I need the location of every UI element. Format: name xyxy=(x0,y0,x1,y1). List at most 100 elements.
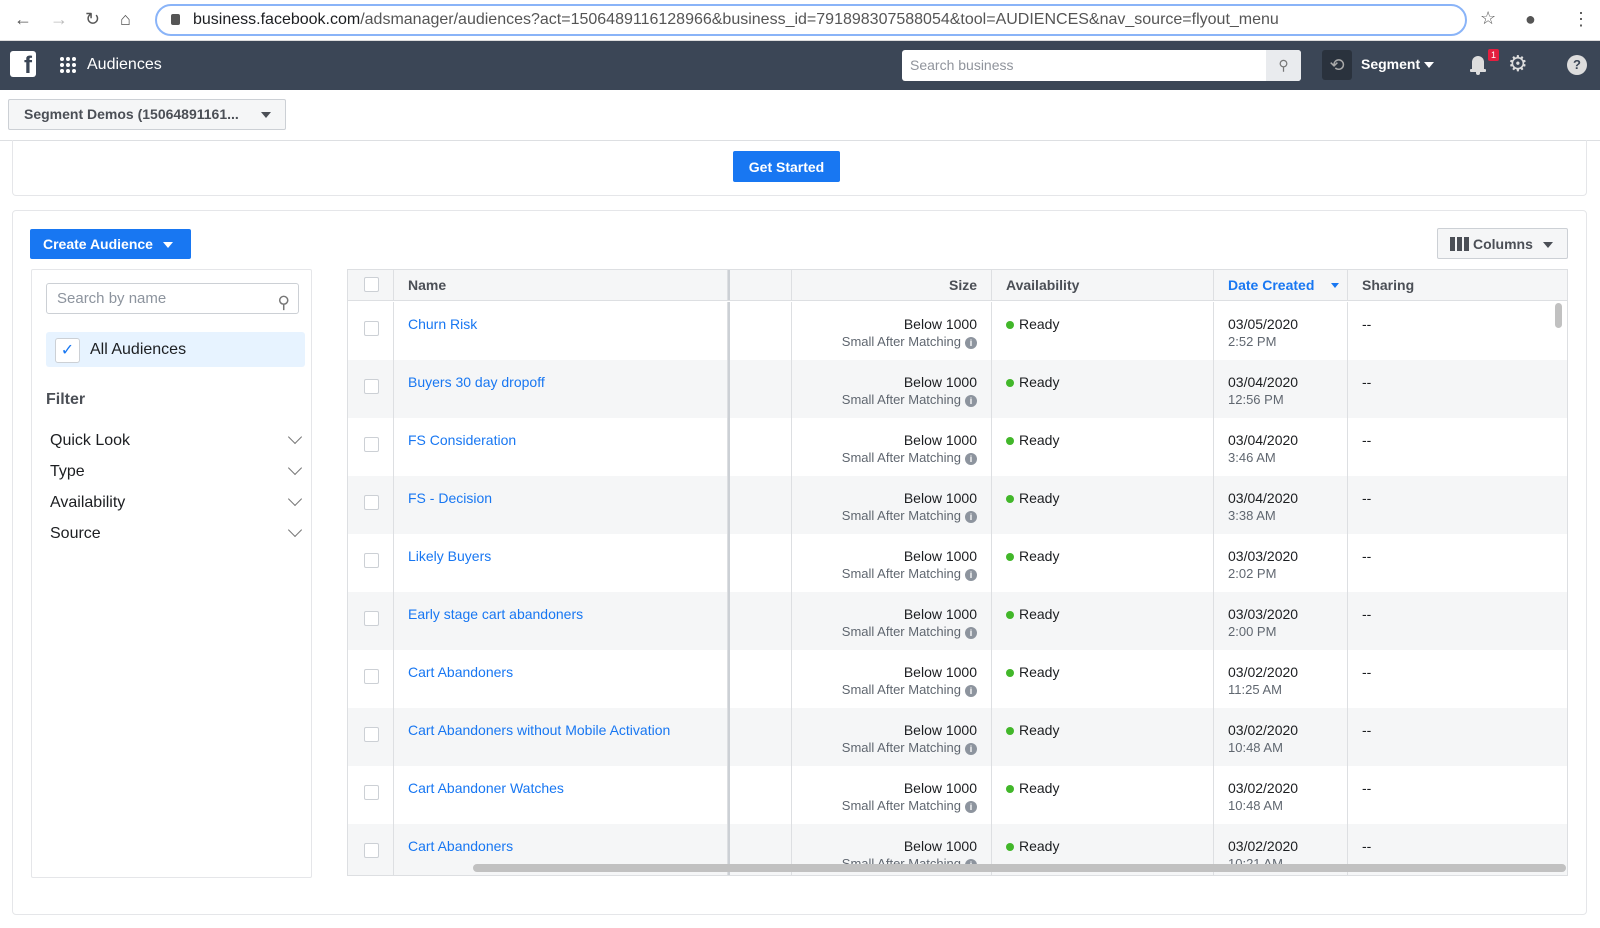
app-title: Audiences xyxy=(87,56,162,73)
availability-cell: Ready xyxy=(992,592,1214,650)
sharing-value: -- xyxy=(1362,490,1372,506)
info-icon[interactable]: i xyxy=(965,569,977,581)
create-audience-button[interactable]: Create Audience xyxy=(30,229,191,259)
audience-name-link[interactable]: Cart Abandoners without Mobile Activatio… xyxy=(408,722,671,738)
search-business-input[interactable]: Search business ⚲ xyxy=(902,50,1301,81)
row-checkbox[interactable] xyxy=(364,379,379,394)
column-header-sharing[interactable]: Sharing xyxy=(1362,277,1415,293)
row-checkbox[interactable] xyxy=(364,785,379,800)
time-created: 12:56 PM xyxy=(1228,392,1284,407)
row-checkbox[interactable] xyxy=(364,843,379,858)
audience-name-link[interactable]: Early stage cart abandoners xyxy=(408,606,584,622)
menu-icon[interactable]: ⋮ xyxy=(1572,9,1590,29)
checkbox-checked[interactable]: ✓ xyxy=(55,338,80,363)
profile-avatar[interactable]: ● xyxy=(1525,9,1536,29)
sharing-cell: -- xyxy=(1348,824,1567,875)
sharing-value: -- xyxy=(1362,548,1372,564)
info-icon[interactable]: i xyxy=(965,801,977,813)
audience-name-link[interactable]: Likely Buyers xyxy=(408,548,492,564)
name-cell: Cart Abandoners without Mobile Activatio… xyxy=(394,708,728,766)
vertical-scrollbar[interactable] xyxy=(1555,303,1562,328)
audience-name-link[interactable]: Churn Risk xyxy=(408,316,478,332)
row-checkbox[interactable] xyxy=(364,495,379,510)
audience-name-link[interactable]: Buyers 30 day dropoff xyxy=(408,374,545,390)
home-icon[interactable]: ⌂ xyxy=(120,9,131,29)
caret-down-icon xyxy=(261,112,271,118)
name-cell: Early stage cart abandoners xyxy=(394,592,728,650)
search-icon[interactable]: ⚲ xyxy=(1266,50,1301,81)
sharing-cell: -- xyxy=(1348,592,1567,650)
gear-icon[interactable]: ⚙ xyxy=(1508,51,1528,76)
row-checkbox[interactable] xyxy=(364,321,379,336)
star-icon[interactable]: ☆ xyxy=(1480,8,1497,28)
row-checkbox[interactable] xyxy=(364,553,379,568)
select-all-checkbox[interactable] xyxy=(364,277,379,292)
size-note: Small After Matching i xyxy=(842,334,977,349)
filter-type[interactable]: Type xyxy=(50,460,303,481)
forward-icon[interactable]: → xyxy=(50,9,68,29)
filter-availability[interactable]: Availability xyxy=(50,491,303,512)
audience-name-link[interactable]: Cart Abandoners xyxy=(408,664,514,680)
filter-quick-look[interactable]: Quick Look xyxy=(50,429,303,450)
search-icon: ⚲ xyxy=(277,293,290,312)
info-icon[interactable]: i xyxy=(965,395,977,407)
address-bar[interactable]: business.facebook.com/adsmanager/audienc… xyxy=(155,4,1467,36)
table-header: Name Size Availability Date Created Shar… xyxy=(348,270,1567,301)
row-checkbox[interactable] xyxy=(364,669,379,684)
row-checkbox[interactable] xyxy=(364,611,379,626)
chevron-down-icon xyxy=(287,491,303,507)
date-created-label: Date Created xyxy=(1228,277,1315,293)
search-by-name-input[interactable]: Search by name ⚲ xyxy=(46,283,299,314)
column-header-availability[interactable]: Availability xyxy=(992,270,1214,300)
facebook-logo-icon[interactable]: f xyxy=(10,51,36,77)
size-note-text: Small After Matching xyxy=(841,508,961,523)
name-cell: FS Consideration xyxy=(394,418,728,476)
audience-name-link[interactable]: FS - Decision xyxy=(408,490,493,506)
horizontal-scrollbar[interactable] xyxy=(473,864,1566,872)
column-header-date-created[interactable]: Date Created xyxy=(1214,270,1348,300)
select-all-cell xyxy=(348,270,394,300)
audience-name-link[interactable]: Cart Abandoner Watches xyxy=(408,780,564,796)
reload-icon[interactable]: ↻ xyxy=(85,9,101,29)
back-icon[interactable]: ← xyxy=(14,9,32,29)
table-row: Cart Abandoner Watches Below 1000 Small A… xyxy=(348,766,1567,824)
blank-cell xyxy=(728,650,792,708)
info-icon[interactable]: i xyxy=(965,627,977,639)
status-dot-icon xyxy=(1006,843,1014,851)
date-created: 03/04/2020 xyxy=(1228,374,1299,390)
sharing-value: -- xyxy=(1362,838,1372,854)
info-icon[interactable]: i xyxy=(965,453,977,465)
info-icon[interactable]: i xyxy=(965,685,977,697)
availability-status: Ready xyxy=(1006,490,1059,506)
info-icon[interactable]: i xyxy=(965,337,977,349)
table-row: Cart Abandoners without Mobile Activatio… xyxy=(348,708,1567,766)
account-menu[interactable]: Segment xyxy=(1361,56,1435,72)
row-checkbox[interactable] xyxy=(364,727,379,742)
status-dot-icon xyxy=(1006,321,1014,329)
column-header-name[interactable]: Name xyxy=(394,270,728,300)
sharing-cell: -- xyxy=(1348,302,1567,360)
column-header-size[interactable]: Size xyxy=(792,270,992,300)
account-name: Segment xyxy=(1361,56,1421,72)
info-icon[interactable]: i xyxy=(965,511,977,523)
filter-source[interactable]: Source xyxy=(50,522,303,543)
notifications-bell-icon[interactable] xyxy=(1470,55,1486,75)
status-text: Ready xyxy=(1019,664,1060,680)
name-cell: Cart Abandoner Watches xyxy=(394,766,728,824)
columns-button[interactable]: Columns xyxy=(1437,228,1568,259)
date-created: 03/03/2020 xyxy=(1228,606,1299,622)
row-checkbox[interactable] xyxy=(364,437,379,452)
sharing-cell: -- xyxy=(1348,708,1567,766)
audience-name-link[interactable]: Cart Abandoners xyxy=(408,838,514,854)
sharing-value: -- xyxy=(1362,780,1372,796)
apps-grid-icon[interactable] xyxy=(60,57,76,73)
ad-account-selector[interactable]: Segment Demos (15064891161... xyxy=(8,99,286,130)
info-icon[interactable]: i xyxy=(965,743,977,755)
name-cell: FS - Decision xyxy=(394,476,728,534)
help-icon[interactable]: ? xyxy=(1567,55,1587,75)
get-started-button[interactable]: Get Started xyxy=(733,151,840,182)
all-audiences-option[interactable]: ✓ All Audiences xyxy=(46,332,305,367)
availability-cell: Ready xyxy=(992,360,1214,418)
size-cell: Below 1000 Small After Matching i xyxy=(792,476,992,534)
audience-name-link[interactable]: FS Consideration xyxy=(408,432,517,448)
